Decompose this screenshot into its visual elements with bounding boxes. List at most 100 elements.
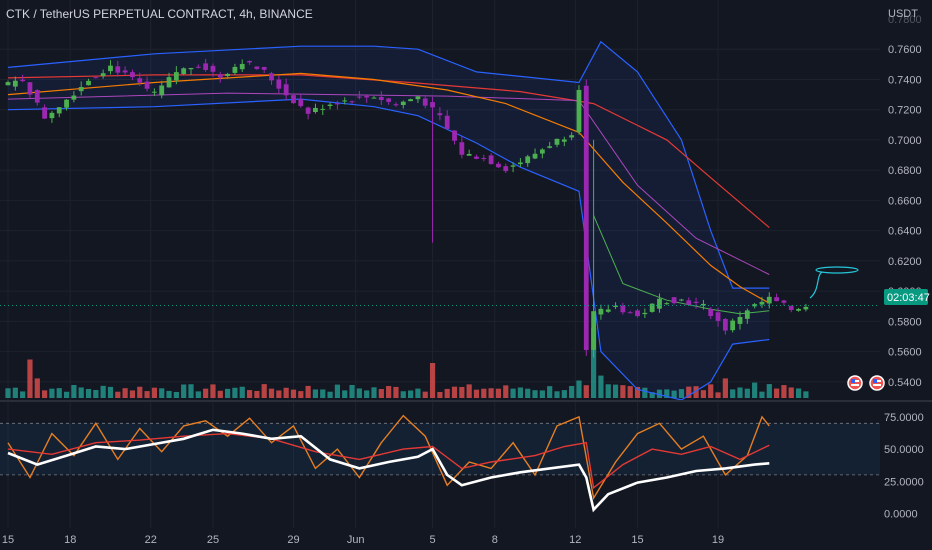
price-tick-label: 0.7200: [888, 105, 922, 117]
candle-body: [766, 296, 772, 304]
volume-bar: [107, 386, 114, 398]
candle-body: [510, 165, 516, 167]
candle-body: [554, 138, 560, 145]
time-tick-label: 29: [287, 534, 299, 546]
volume-bar: [693, 386, 699, 398]
volume-bar: [334, 384, 340, 398]
volume-bar: [78, 387, 84, 398]
volume-bar: [459, 386, 465, 398]
volume-bar: [349, 384, 355, 398]
candle-body: [539, 149, 545, 154]
us-flag-icon[interactable]: [869, 375, 885, 391]
candle-body: [144, 81, 150, 89]
volume-bar: [642, 387, 648, 398]
annotation-drawing[interactable]: [809, 266, 859, 299]
oscillator-tick-label: 75.0000: [884, 412, 924, 424]
volume-bar: [444, 388, 450, 398]
candle-body: [261, 66, 267, 70]
us-flag-icon[interactable]: [847, 375, 863, 391]
candle-body: [518, 162, 523, 165]
oscillator-orange-line: [7, 414, 770, 501]
candle-body: [42, 107, 47, 119]
candle-body: [671, 297, 677, 304]
volume-bar: [671, 390, 677, 398]
volume-bar: [254, 390, 260, 398]
candle-body: [276, 79, 282, 89]
volume-bar: [203, 388, 209, 398]
candle-body: [108, 65, 113, 72]
candle-body: [49, 112, 55, 119]
volume-bar: [488, 388, 494, 398]
candle-body: [576, 89, 582, 133]
time-tick-label: 19: [712, 534, 724, 546]
volume-bar: [137, 386, 143, 398]
candle-body: [56, 107, 62, 114]
volume-bar: [298, 391, 304, 398]
candle-body: [503, 166, 509, 172]
candle-body: [371, 97, 377, 99]
volume-bar: [664, 389, 670, 398]
time-tick-label: 8: [492, 534, 498, 546]
price-tick-label: 0.5600: [888, 347, 922, 359]
candle-body: [305, 107, 311, 114]
candle-body: [298, 99, 304, 107]
candle-body: [722, 318, 728, 331]
volume-bar: [722, 378, 728, 398]
candle-body: [327, 104, 333, 107]
volume-bar: [700, 390, 706, 398]
volume-bar: [364, 390, 370, 398]
volume-bar: [27, 359, 33, 398]
volume-bar: [312, 389, 319, 398]
candle-body: [591, 311, 596, 350]
volume-bar: [342, 390, 348, 398]
candle-body: [188, 67, 194, 70]
volume-bar: [686, 386, 692, 398]
bollinger-upper-line: [7, 40, 770, 289]
candle-body: [71, 95, 77, 100]
bollinger-lower-line: [7, 98, 770, 401]
candle-body: [686, 300, 692, 305]
candle-body: [788, 306, 794, 311]
candle-body: [217, 74, 223, 78]
candle-body: [283, 84, 289, 96]
volume-bar: [759, 391, 765, 398]
volume-bar: [56, 388, 62, 398]
time-tick-label: 5: [429, 534, 435, 546]
candle-body: [569, 135, 575, 138]
last-price-tag: 02:03:47: [884, 289, 930, 305]
volume-bar: [656, 389, 663, 398]
price-tick-label: 0.6200: [888, 256, 922, 268]
candle-body: [173, 72, 179, 81]
time-tick-label: 12: [569, 534, 581, 546]
volume-bar: [12, 387, 18, 398]
candle-body: [744, 310, 750, 319]
candle-body: [547, 146, 553, 148]
candle-body: [5, 82, 11, 86]
time-axis[interactable]: 15 18 22 25 29 Jun 5 8 12 15 19: [0, 528, 932, 550]
volume-bar: [715, 392, 721, 398]
volume-bar: [217, 390, 223, 398]
candle-body: [400, 101, 406, 106]
oscillator-axis[interactable]: 75.0000 50.0000 25.0000 0.0000: [884, 412, 924, 521]
volume-bar: [159, 388, 165, 398]
volume-bar: [678, 389, 685, 398]
candle-body: [12, 80, 18, 87]
price-axis[interactable]: 0.7800 0.7600 0.7400 0.7200 0.7000 0.6800 0.66…: [888, 14, 922, 389]
volume-bar: [576, 380, 582, 398]
candle-body: [335, 103, 340, 105]
oscillator-white-line: [7, 428, 770, 513]
candle-body: [364, 95, 370, 98]
candle-body: [291, 95, 296, 104]
volume-bar: [627, 386, 633, 398]
candles: [0, 58, 880, 358]
volume-bar: [239, 386, 245, 398]
volume-bar: [393, 386, 399, 398]
candle-body: [20, 79, 26, 82]
volume-bar: [547, 386, 553, 398]
candle-body: [415, 96, 421, 100]
volume-bar: [620, 385, 626, 398]
volume-bar: [261, 384, 267, 398]
candle-body: [64, 99, 69, 108]
